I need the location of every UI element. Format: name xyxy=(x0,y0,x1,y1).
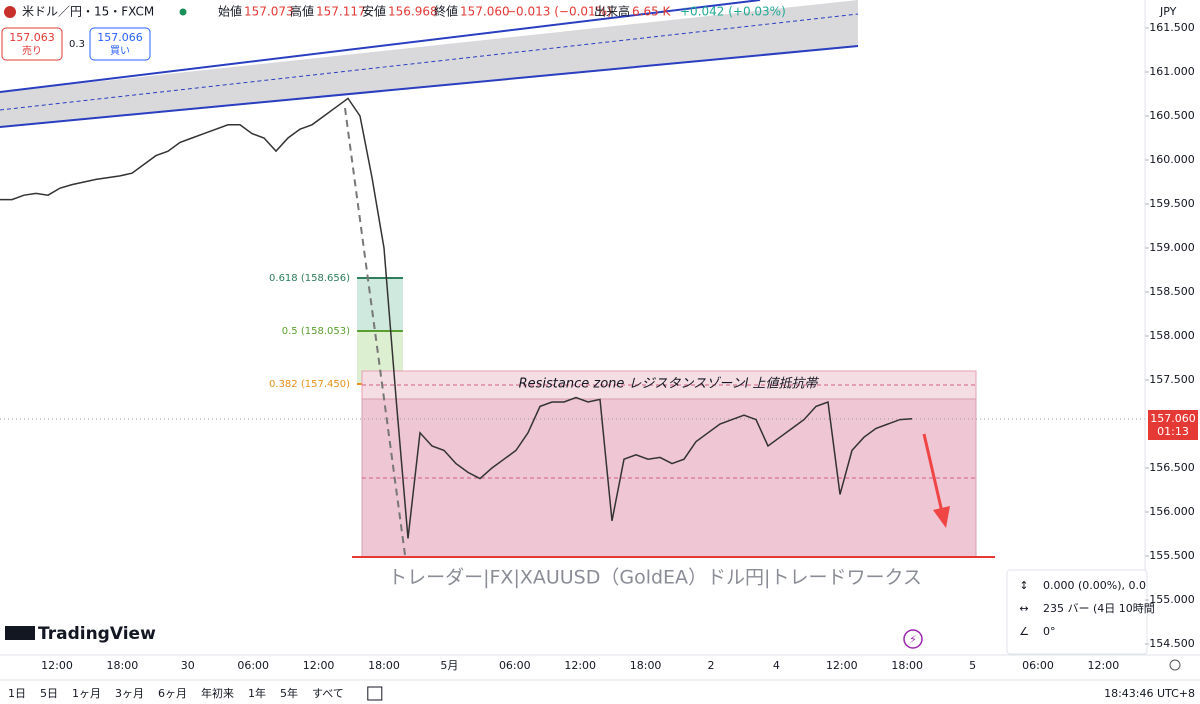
last-price-box xyxy=(1148,410,1198,440)
range-button[interactable]: 1日 xyxy=(8,687,26,700)
y-tick-label: 155.500 xyxy=(1149,549,1195,562)
y-tick-label: 157.500 xyxy=(1149,373,1195,386)
event-icon[interactable] xyxy=(903,629,923,649)
y-tick-label: 159.000 xyxy=(1149,241,1195,254)
x-tick-label: 12:00 xyxy=(564,659,596,672)
fib-label: 0.5 (158.053) xyxy=(282,326,350,337)
change: −0.013 (−0.01%) xyxy=(506,5,612,19)
x-tick-label: 18:00 xyxy=(107,659,139,672)
flag xyxy=(4,6,16,18)
high: 157.117 xyxy=(316,5,366,19)
currency: JPY xyxy=(1159,5,1177,18)
status-dot xyxy=(179,8,187,16)
change2: +0.042 (+0.03%) xyxy=(680,5,786,19)
symbol: 米ドル／円・15・FXCM xyxy=(22,5,154,19)
arrow xyxy=(922,433,944,513)
channel-fill xyxy=(0,0,858,127)
settings[interactable] xyxy=(1169,659,1181,671)
channel-mid xyxy=(0,13,859,111)
countdown: 01:13 xyxy=(1157,425,1189,438)
x-tick-label: 06:00 xyxy=(499,659,531,672)
x-tick-label: 18:00 xyxy=(630,659,662,672)
buy-price: 157.066 xyxy=(97,31,143,44)
low-label: 安値 xyxy=(362,4,386,19)
watermark: トレーダー|FX|XAUUSD（GoldEA）ドル円|トレードワークス xyxy=(388,567,922,589)
y-tick-label: 156.000 xyxy=(1149,505,1195,518)
y-tick-label: 160.500 xyxy=(1149,109,1195,122)
range-button[interactable]: 年初来 xyxy=(201,686,234,700)
x-tick-label: 5 xyxy=(969,659,976,672)
event-glyph: ⚡ xyxy=(909,633,917,646)
projection xyxy=(344,107,406,556)
range-button[interactable]: すべて xyxy=(312,687,344,700)
close-label: 終値 xyxy=(434,4,458,19)
y-tick-label: 158.500 xyxy=(1149,285,1195,298)
x-tick-label: 4 xyxy=(773,659,780,672)
channel-line xyxy=(0,0,761,93)
range-button[interactable]: 1年 xyxy=(248,686,266,700)
buy-button[interactable] xyxy=(89,27,151,61)
info-line: 0.000 (0.00%), 0.0 xyxy=(1043,579,1146,592)
high-label: 高値 xyxy=(290,4,314,19)
y-tick-label: 154.500 xyxy=(1149,637,1195,650)
logo: TradingView xyxy=(38,624,156,644)
range-button[interactable]: 5年 xyxy=(280,686,298,700)
range-button[interactable]: 3ヶ月 xyxy=(115,687,144,700)
fib-zone xyxy=(357,278,403,331)
open: 157.073 xyxy=(244,5,294,19)
y-tick-label: 159.500 xyxy=(1149,197,1195,210)
x-tick-label: 12:00 xyxy=(826,659,858,672)
spread: 0.3 xyxy=(69,39,85,50)
volume-label: 出来高 xyxy=(594,4,630,19)
low: 156.968 xyxy=(388,5,438,19)
close: 157.060 xyxy=(460,5,510,19)
x-tick-label: 2 xyxy=(708,659,715,672)
info-line: 235 バー (4日 10時間 xyxy=(1043,602,1155,615)
buy-label: 買い xyxy=(110,45,130,57)
x-tick-label: 06:00 xyxy=(1022,659,1054,672)
y-tick-label: 158.000 xyxy=(1149,329,1195,342)
fib-label: 0.382 (157.450) xyxy=(269,379,350,390)
channel-line xyxy=(0,45,859,128)
x-tick-label: 18:00 xyxy=(368,659,400,672)
logo-mark xyxy=(5,626,35,640)
open-label: 始値 xyxy=(218,4,242,19)
x-tick-label: 30 xyxy=(181,659,195,672)
y-tick-label: 161.500 xyxy=(1149,21,1195,34)
resistance-text: Resistance zone レジスタンスゾーンl 上値抵抗帯 xyxy=(519,376,820,392)
arrow-head xyxy=(933,506,950,528)
clock: 18:43:46 UTC+8 xyxy=(1104,687,1195,700)
x-tick-label: 18:00 xyxy=(891,659,923,672)
range-button[interactable]: 1ヶ月 xyxy=(72,687,101,700)
y-tick-label: 161.000 xyxy=(1149,65,1195,78)
sell-button[interactable] xyxy=(1,27,63,61)
last-price: 157.060 xyxy=(1150,412,1196,425)
sell-price: 157.063 xyxy=(9,31,55,44)
date-picker[interactable] xyxy=(367,686,383,701)
x-tick-label: 12:00 xyxy=(41,659,73,672)
info-box xyxy=(1006,569,1148,655)
x-tick-label: 12:00 xyxy=(1088,659,1120,672)
sell-label: 売り xyxy=(22,44,42,57)
x-tick-label: 12:00 xyxy=(303,659,335,672)
fib-label: 0.618 (158.656) xyxy=(269,273,350,284)
range-button[interactable]: 5日 xyxy=(40,687,58,700)
info-icon: ∠ xyxy=(1019,625,1029,638)
info-line: 0° xyxy=(1043,625,1056,638)
x-tick-label: 06:00 xyxy=(237,659,269,672)
info-icon: ↕ xyxy=(1019,579,1028,592)
info-icon: ↔ xyxy=(1019,602,1028,615)
y-tick-label: 160.000 xyxy=(1149,153,1195,166)
y-tick-label: 156.500 xyxy=(1149,461,1195,474)
range-button[interactable]: 6ヶ月 xyxy=(158,687,187,700)
x-tick-label: 5月 xyxy=(440,659,458,672)
price-line xyxy=(0,97,913,539)
y-tick-label: 155.000 xyxy=(1149,593,1195,606)
volume: 6.65 K xyxy=(632,5,672,19)
